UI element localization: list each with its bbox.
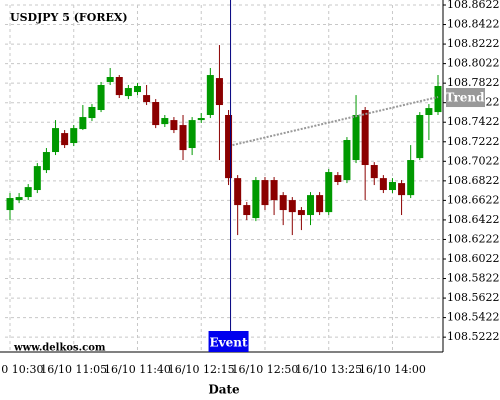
candle-body [325,172,333,213]
candle-body [33,166,41,191]
candle-body [152,102,160,126]
event-label: Event [210,336,248,350]
candle-body [197,118,205,121]
x-tick-label: 16/10 11:40 [104,363,171,376]
candle-body [6,198,14,211]
trend-line [232,96,439,147]
candle-body [133,85,141,93]
candle-body [343,140,351,181]
y-tick-label: 108.7822 [447,76,500,89]
y-tick-label: 108.6022 [447,252,500,265]
y-tick-label: 108.7222 [447,135,500,148]
watermark: www.delkos.com [13,343,106,354]
candle-body [316,195,324,213]
candle-body [279,195,287,211]
candle-body [370,165,378,179]
candle-body [270,180,278,201]
candle-body [234,178,242,206]
x-axis-label: Date [208,383,240,397]
candle-body [188,120,196,149]
candle-body [79,117,87,130]
candle-body [97,85,105,111]
candle-body [288,200,296,213]
y-tick-label: 108.6222 [447,232,500,245]
y-tick-label: 108.8422 [447,18,500,31]
candle-body [297,210,305,216]
trend-label-box [446,88,485,108]
chart-title: USDJPY 5 (FOREX) [10,11,128,24]
x-tick-label: 16/10 12:50 [232,363,299,376]
y-tick-label: 108.5422 [447,311,500,324]
x-tick-label: 16/10 13:25 [295,363,362,376]
x-tick-label: 16/10 14:00 [359,363,426,376]
candle-body [70,128,78,144]
candle-body [143,95,151,103]
candle-body [307,195,315,216]
y-tick-label: 108.7022 [447,154,500,167]
x-tick-label: 16/10 10:30 [0,363,43,376]
y-tick-label: 108.8622 [447,0,500,11]
y-tick-label: 108.6422 [447,213,500,226]
y-tick-label: 108.7422 [447,115,500,128]
candle-body [42,152,50,171]
candle-body [334,175,342,183]
candle-body [215,78,223,106]
candle-body [416,115,424,159]
candle-body [243,205,251,216]
candle-body [161,118,169,125]
y-tick-label: 108.6822 [447,174,500,187]
candle-body [252,180,260,219]
candle-body [388,182,396,191]
candle-body [261,180,269,206]
candle-body [115,76,123,96]
candle-body [24,187,32,198]
candle-body [379,178,387,191]
candle-body [124,88,132,97]
candle-body [361,110,369,166]
x-tick-label: 16/10 11:05 [40,363,107,376]
y-tick-label: 108.5222 [447,330,500,343]
x-tick-label: 16/10 12:15 [168,363,235,376]
candle-body [425,108,433,116]
candle-body [434,85,442,113]
candle-body [407,160,415,196]
y-tick-label: 108.8222 [447,37,500,50]
candle-body [206,75,214,116]
candle-body [352,115,360,161]
y-tick-label: 108.5822 [447,272,500,285]
candle-body [106,76,114,82]
candle-body [179,125,187,151]
candle-body [88,106,96,119]
candle-body [225,115,233,179]
y-tick-label: 108.6622 [447,193,500,206]
candle-body [15,197,23,201]
y-tick-label: 108.5622 [447,291,500,304]
candle-body [398,183,406,196]
y-tick-label: 108.8022 [447,57,500,70]
candle-body [52,128,60,153]
candle-body [61,133,69,146]
event-label-box [208,331,249,352]
candle-body [170,120,178,131]
trend-label: Trend [445,91,485,105]
